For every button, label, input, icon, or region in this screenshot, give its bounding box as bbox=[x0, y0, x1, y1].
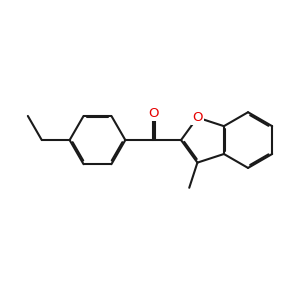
Text: O: O bbox=[192, 111, 203, 124]
Text: O: O bbox=[148, 107, 158, 120]
